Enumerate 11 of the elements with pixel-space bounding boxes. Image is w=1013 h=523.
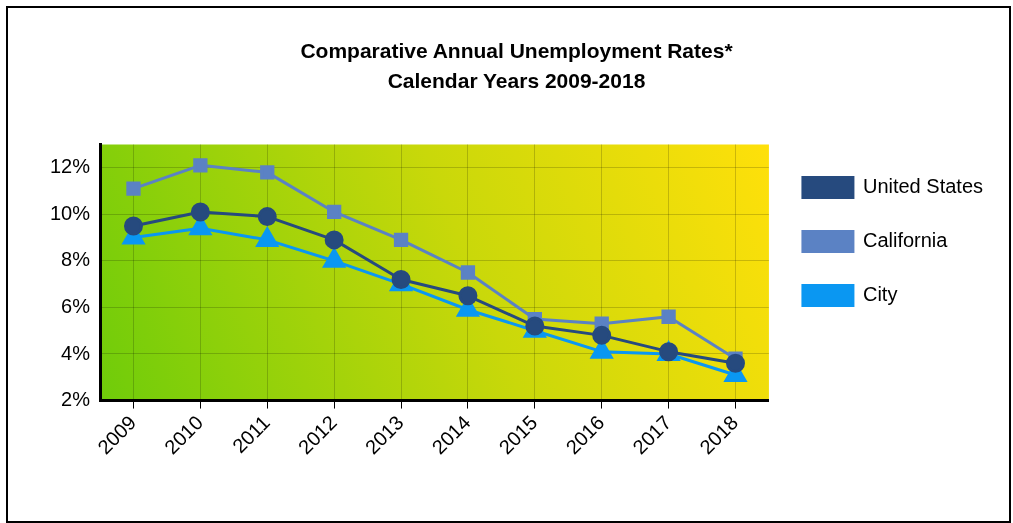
chart-subtitle: Calendar Years 2009-2018 [387,68,646,92]
y-tick-label: 2% [61,388,91,411]
y-tick-label: 8% [61,248,91,271]
y-tick-label: 12% [50,155,91,178]
y-tick-label: 4% [61,341,91,364]
legend-label: United States [862,175,984,198]
y-tick-label: 6% [61,294,91,317]
legend-label: California [862,229,949,252]
y-tick-label: 10% [50,201,91,224]
legend-label: City [862,283,898,306]
chart-title: Comparative Annual Unemployment Rates* [300,39,734,63]
